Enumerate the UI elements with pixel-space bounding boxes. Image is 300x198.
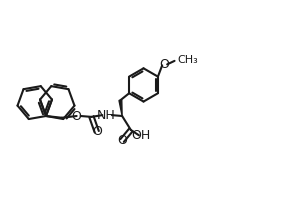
Text: OH: OH — [132, 129, 151, 142]
Text: O: O — [72, 109, 82, 123]
Text: O: O — [159, 58, 169, 71]
Text: NH: NH — [97, 109, 116, 122]
Text: O: O — [117, 134, 127, 147]
Text: O: O — [92, 125, 102, 138]
Polygon shape — [119, 100, 122, 116]
Text: CH₃: CH₃ — [178, 55, 198, 65]
